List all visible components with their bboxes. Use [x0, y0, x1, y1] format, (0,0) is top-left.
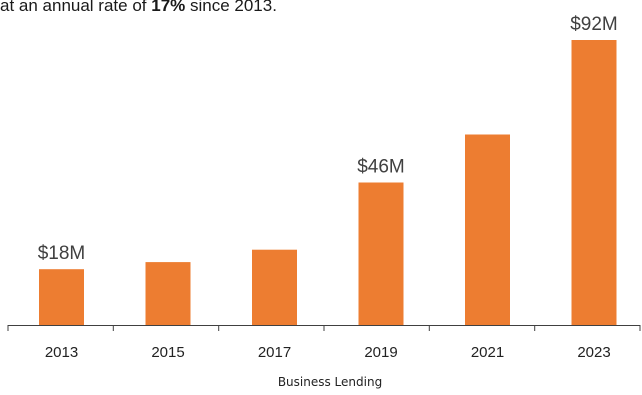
data-labels-group: $18M $46M $92M [38, 14, 618, 264]
data-label-2013: $18M [38, 243, 86, 264]
x-tick-labels: 2013 2015 2017 2019 2021 2023 [45, 344, 611, 361]
bar-2017 [252, 249, 297, 325]
subtitle-growth-rate: 17% [151, 0, 186, 15]
data-label-2023: $92M [570, 14, 618, 35]
tick-label-2013: 2013 [45, 344, 78, 361]
bar-2015 [145, 262, 191, 325]
tick-label-2023: 2023 [577, 344, 610, 361]
chart-subtitle: at an annual rate of 17% since 2013. [0, 0, 277, 14]
tick-label-2015: 2015 [151, 344, 184, 361]
tick-label-2019: 2019 [364, 344, 397, 361]
bar-2013 [39, 269, 84, 325]
bar-2023 [571, 40, 617, 325]
bar-2021 [465, 134, 510, 325]
x-axis-title: Business Lending [278, 375, 382, 389]
bars-group [39, 40, 617, 325]
data-label-2019: $46M [357, 157, 405, 178]
tick-label-2021: 2021 [471, 344, 504, 361]
subtitle-suffix: since 2013. [185, 0, 277, 15]
bar-2019 [358, 182, 404, 325]
tick-label-2017: 2017 [258, 344, 291, 361]
x-axis [7, 325, 641, 331]
subtitle-prefix: at an annual rate of [0, 0, 152, 15]
